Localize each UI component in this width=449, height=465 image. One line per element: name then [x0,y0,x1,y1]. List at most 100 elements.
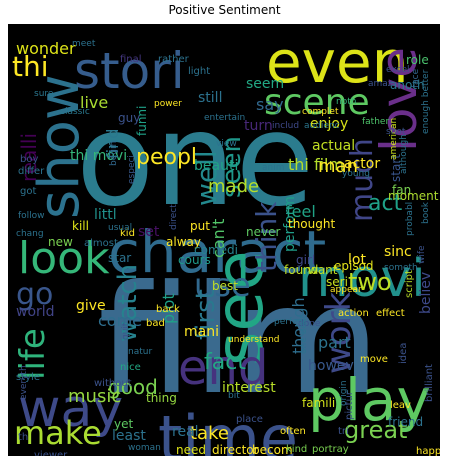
word-think: think [250,201,283,272]
word-audienc: audienc [304,121,340,131]
word-mani: mani [184,324,219,340]
word-brilliant: brilliant [424,364,435,402]
word-actual: actual [312,138,355,154]
word-love: love [370,47,428,152]
word-includ: includ [272,121,299,131]
word-light: light [188,66,210,77]
word-music: music [68,386,121,407]
word-enough-better: enough better [421,69,431,134]
word-leav: leav [390,400,411,411]
word-movi: movi [298,249,426,309]
word-two: two [348,268,392,296]
word-woman: woman [128,443,161,453]
word-girl: girl [296,253,315,267]
word-role: role [406,53,429,67]
word-begin: begin [109,141,119,166]
word-perform: perform [282,196,298,252]
word-follow: follow [18,211,45,221]
word-real: real [172,424,199,440]
word-time: time [158,402,298,456]
word-lot: lot [348,252,366,268]
word-wife: wife [417,245,427,264]
word-want: want [308,263,338,277]
word-littl: littl [94,207,117,223]
word-cours: cours [178,253,211,267]
word-kill: kill [72,219,89,233]
word-thi: thi [12,50,49,83]
word-understand: understand [228,335,280,345]
word-natur: natur [128,347,152,357]
word-style: style [16,372,40,383]
word-wonder: wonder [16,39,76,58]
word-fact: fact [204,350,246,375]
word-got: got [20,186,36,197]
word-often: often [280,426,306,437]
word-idea: idea [398,343,409,364]
word-one: one [76,86,314,235]
word-best: best [212,279,238,293]
word-look: look [18,233,110,284]
word-way: way [18,379,123,439]
word-show: show [27,74,92,219]
word-alway: alway [166,235,201,249]
word-th: th [18,432,28,443]
word-even: even [266,28,408,96]
word-scene: scene [264,82,370,123]
word-charact: charact [108,218,326,286]
word-actor: actor [344,156,380,172]
word-everyth: everyth [19,365,29,400]
word-kid: kid [120,228,135,239]
word-place: place [236,414,263,425]
word-boy: boy [20,154,38,165]
word-well: well [190,150,223,206]
word-still: still [198,90,222,106]
word-live: live [80,93,108,112]
word-thi-film: thi film [288,155,344,174]
word-power: power [154,99,182,109]
word-stori: stori [74,42,185,100]
word-shot: shot [386,127,406,137]
word-enjoy: enjoy [310,116,348,132]
word-american: american [389,118,399,160]
word-life: life [13,328,53,380]
word-peopl: peopl [136,145,197,170]
word-tri: tri [338,426,349,437]
word-father: father [362,117,389,127]
word-meet: meet [72,39,96,49]
word-yet: yet [114,417,133,431]
chart-title: Positive Sentiment [168,3,281,17]
word-especi: especi [127,155,137,184]
word-seri: seri [326,275,348,289]
word-usual: usual [108,223,132,233]
word-turn: turn [244,118,273,134]
word-kind: kind [286,444,307,455]
word-guy: guy [118,111,140,125]
word-almost: almost [84,238,118,249]
word-rather: rather [158,54,190,65]
word-fan: fan [392,183,411,197]
word-funni: funni [135,106,149,136]
word-amaz: amaz [368,79,393,89]
word-sure: sure [34,89,54,99]
word-origin: origin [339,380,349,406]
word-comedi: comedi [194,243,238,257]
word-viewer: viewer [34,450,68,456]
word-good: good [108,375,158,399]
word-move: move [360,354,388,365]
word-least: least [112,428,146,444]
word-perfect: perfect [274,317,307,327]
word-director: director [212,443,259,456]
word-done: done [298,319,321,329]
word-becom: becom [252,443,293,456]
word-nice: nice [120,362,141,373]
word-anim: anim [262,163,285,173]
word-portray: portray [312,444,349,455]
word-made: made [208,176,259,197]
word-much: much [345,138,380,222]
word-young: young [342,169,370,179]
word-script: script [404,270,415,298]
word-need: need [176,443,206,456]
word-appear: appear [330,285,362,295]
word-man: man [318,156,358,177]
